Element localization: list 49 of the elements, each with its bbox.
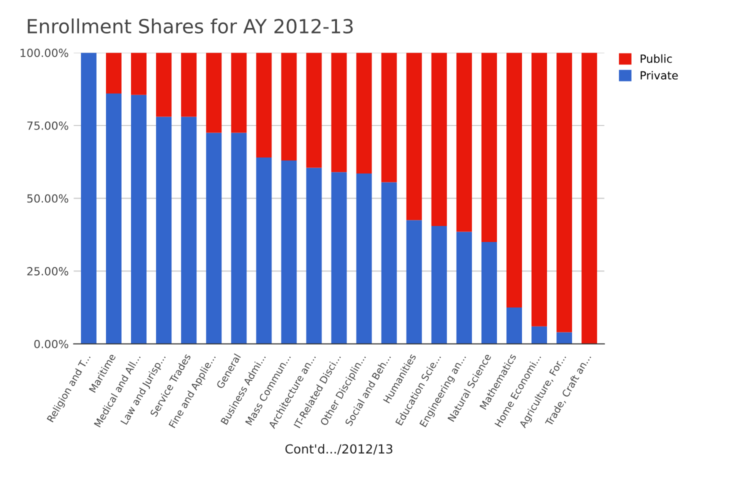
bar: [381, 182, 397, 344]
bar: [506, 52, 522, 308]
bar: [456, 52, 472, 232]
bar: [256, 158, 272, 344]
legend-label: Private: [640, 70, 678, 80]
bar: [231, 132, 247, 344]
bar: [356, 52, 372, 174]
bar: [256, 52, 272, 158]
bar: [181, 52, 197, 117]
bar: [406, 52, 422, 220]
bar: [231, 52, 247, 133]
bar: [131, 52, 147, 95]
bar: [481, 52, 497, 242]
bar: [556, 52, 572, 332]
bar: [532, 326, 548, 344]
bar: [331, 52, 347, 172]
bar: [281, 52, 297, 160]
bar: [156, 116, 172, 344]
bar: [431, 52, 447, 226]
y-tick-label: 100.00%: [20, 48, 68, 58]
bar: [306, 52, 322, 168]
bar: [582, 52, 598, 344]
bar: [431, 226, 447, 344]
y-tick-label: 0.00%: [34, 340, 68, 348]
bar: [206, 132, 222, 344]
bar: [456, 232, 472, 344]
bar: [281, 160, 297, 344]
bar: [131, 94, 147, 344]
bar: [481, 242, 497, 344]
bar: [106, 93, 122, 344]
chart-title: Enrollment Shares for AY 2012-13: [28, 18, 353, 34]
bar: [156, 52, 172, 117]
bar: [381, 52, 397, 182]
bar: [181, 116, 197, 344]
bar: [532, 52, 548, 326]
y-tick-label: 25.00%: [27, 267, 68, 276]
legend-label: Public: [640, 54, 672, 63]
bar: [80, 52, 96, 344]
bar: [306, 168, 322, 344]
bar: [331, 172, 347, 344]
bar: [406, 220, 422, 344]
bar: [206, 52, 222, 133]
x-axis-title: Cont'd.../2012/13: [285, 444, 392, 455]
bar: [106, 52, 122, 94]
bar: [506, 307, 522, 344]
bar: [356, 174, 372, 344]
y-tick-label: 50.00%: [27, 194, 68, 203]
bar: [556, 332, 572, 344]
y-tick-label: 75.00%: [27, 121, 68, 130]
